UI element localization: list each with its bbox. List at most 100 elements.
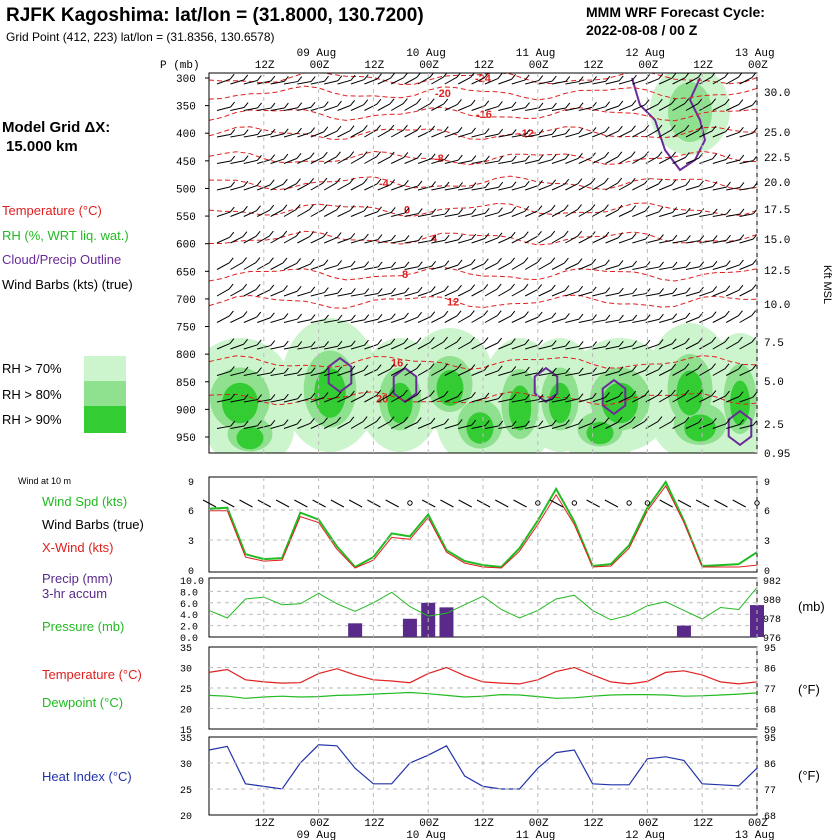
wind-barb-flag [376,416,381,422]
wind-barb [444,76,458,85]
pressure-tick: 400 [176,129,196,141]
wind-barb-flag [699,180,704,187]
wind-barb [230,134,245,138]
wind-barb [551,158,566,164]
wind-barb [417,291,432,297]
wind-barb [350,421,364,429]
wind-barb-flag [563,230,569,237]
top-date-label: 11 Aug [516,48,556,60]
wind-barb [685,316,700,323]
wind-barb-flag [538,75,544,81]
wind-barb-flag [551,75,557,82]
wind-barb-flag [257,420,262,427]
wind-barb-flag [229,73,235,80]
wind-barb [404,103,417,111]
calm-wind-circle [535,500,541,506]
pressure-tick: 300 [176,74,196,86]
wind-barb-flag [725,154,731,160]
wind-barb-flag [483,73,489,79]
wind-barb-flag [592,76,597,82]
wind-barb-flag [483,310,489,316]
wind-barb-flag [270,154,276,161]
wind-barb-flag [551,179,556,186]
wind-barb-flag [283,128,289,135]
wind-barb-flag [565,313,570,319]
wind-barb [350,79,365,85]
wind-barb-flag [404,312,409,319]
wind-barb [417,103,431,111]
wind-barb [310,264,325,270]
wind-barb [658,103,672,111]
wind-barb-flag [658,206,664,213]
wind-barb-flag [538,420,544,427]
wind-barb-flag [565,128,571,135]
wind-barb [417,158,432,164]
wind-barb [672,368,686,376]
wind-barb [444,131,459,138]
wind-barb-flag [670,124,676,131]
wind-barb [283,423,298,429]
wind-barb [297,319,312,323]
wind-barb [645,211,660,217]
wind-barb [431,341,444,350]
wind-barb-flag [618,366,624,372]
wind-barb-flag [297,367,303,374]
wind-barb-flag [310,76,316,82]
wind-barb-flag [737,336,743,343]
wind-barb-flag [483,258,489,264]
wind-barb-flag [376,389,382,396]
cloud-outline [727,409,753,447]
wind-barb-flag [309,204,314,210]
wind-barb [618,182,632,191]
wind-barb-flag [659,261,664,268]
wind-barb [471,263,485,270]
wind-barb-flag [497,257,502,264]
wind-barb-flag [697,98,703,104]
wind-barb [659,184,673,191]
wind-barb [538,372,553,376]
wind-barb-flag [684,337,690,344]
pressure-tick: 980 [763,596,781,607]
wind-barb [458,187,473,191]
wind-barb-flag [336,416,342,423]
wind-barb-flag [323,101,329,108]
wind-barb-flag [469,310,475,316]
temp-right-tick: 68 [764,706,776,717]
wind-barb [310,319,325,323]
isotherm-line [209,202,757,217]
wind-barb-flag [511,393,517,400]
wind-barb [377,368,391,376]
wind-barb-flag [511,366,517,372]
isotherm-line [209,230,757,246]
wind-barb [632,319,647,323]
wind-barb-flag [578,153,583,159]
wind-barb [297,209,310,217]
rh90-region [676,370,704,416]
wind-barb-flag [456,363,462,370]
wind-barb-flag [243,180,249,187]
wind-barb-flag [510,310,516,317]
wind-barb [712,186,727,191]
wind-barb [592,292,606,297]
wind-barb [672,157,686,164]
wind-barb [498,160,513,164]
wind-barb-flag [751,336,757,343]
wind-barb [297,236,311,244]
wind-barb-flag [243,74,249,81]
wind-barb [511,343,526,350]
wind-barb-flag [228,283,234,290]
wind-barb [297,132,311,138]
wind-barb [243,185,258,191]
wind-barb [739,369,753,376]
wind-barb-flag [632,314,638,321]
wind-barb-flag [711,363,716,369]
wind-barb [712,395,726,403]
wind-barb-flag [310,367,316,374]
wind-barb-flag [255,257,261,263]
wind-barb-flag [618,260,624,266]
wind-barb-flag [444,208,450,215]
wind-barb [632,293,647,297]
rh90-region [236,426,264,450]
hi-left-tick: 35 [180,734,192,745]
